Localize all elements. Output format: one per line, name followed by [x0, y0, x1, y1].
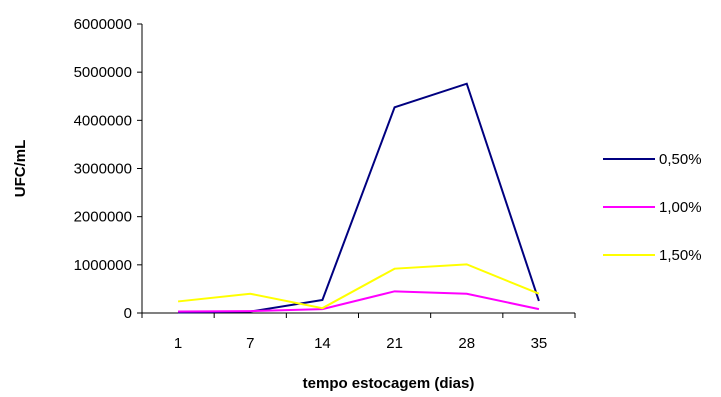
x-axis-title: tempo estocagem (dias): [303, 375, 475, 392]
y-tick-label: 5000000: [74, 64, 132, 81]
x-tick-label: 28: [458, 335, 475, 352]
series-line-1: [178, 82, 540, 314]
y-tick-label: 2000000: [74, 209, 132, 226]
series-lines: [177, 82, 540, 314]
x-tick-label: 21: [386, 335, 403, 352]
y-tick-label: 6000000: [74, 16, 132, 33]
series-line-3: [177, 263, 540, 310]
y-tick-label: 3000000: [74, 161, 132, 178]
y-tick-label: 1000000: [74, 257, 132, 274]
x-tick-label: 14: [314, 335, 331, 352]
series-line-2: [178, 290, 540, 313]
x-tick-label: 1: [174, 335, 182, 352]
legend-label-2: 1,00%: [659, 199, 702, 216]
legend-label-1: 0,50%: [659, 151, 702, 168]
legend-label-3: 1,50%: [659, 247, 702, 264]
x-tick-label: 7: [246, 335, 254, 352]
y-axis-title: UFC/mL: [12, 140, 29, 198]
y-axis: 0 1000000 2000000 3000000 4000000 5000000 6000…: [74, 16, 143, 322]
legend: 0,50% 1,00% 1,50%: [603, 151, 702, 264]
x-tick-label: 35: [531, 335, 548, 352]
y-tick-label: 4000000: [74, 112, 132, 129]
y-tick-label: 0: [124, 305, 132, 322]
x-axis: 1 7 14 21 28 35: [141, 312, 576, 352]
